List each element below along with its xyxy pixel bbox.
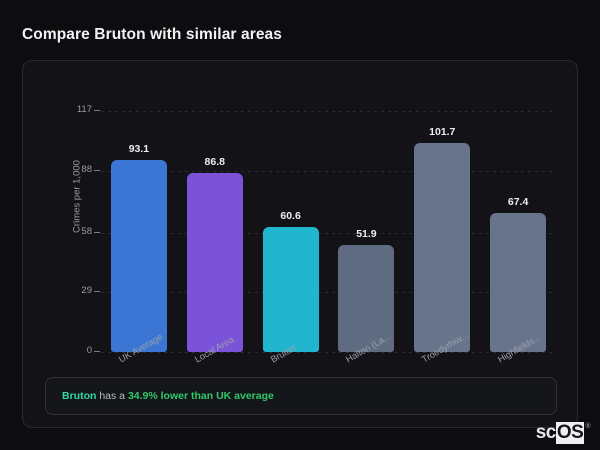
bar-value-label: 51.9 xyxy=(356,228,377,241)
bar-group[interactable]: 86.8 Local Area xyxy=(186,111,243,365)
watermark-registered-icon: ® xyxy=(585,423,590,430)
gridline xyxy=(101,232,556,234)
bar-value-label: 86.8 xyxy=(204,156,225,169)
bar-value-label: 93.1 xyxy=(128,143,150,156)
bar[interactable] xyxy=(490,213,547,352)
summary-comparison: 34.9% lower than UK average xyxy=(127,390,274,402)
y-tick-label: 29 xyxy=(81,285,92,297)
page-title: Compare Bruton with similar areas xyxy=(22,26,282,43)
plot-region: 0 29 58 88 117 93.1 UK Average 86.8 Local Area 6… xyxy=(77,104,556,365)
y-tick-label: 117 xyxy=(76,104,92,115)
chart-card: Crimes per 1,000 0 29 58 88 117 93.1 UK Avera… xyxy=(22,60,578,428)
bar-value-label: 67.4 xyxy=(507,196,529,209)
summary-callout: Bruton has a 34.9% lower than UK average xyxy=(45,377,557,415)
chart-area: Crimes per 1,000 0 29 58 88 117 93.1 UK Avera… xyxy=(23,61,579,365)
bar-value-label: 101.7 xyxy=(429,125,456,138)
bar[interactable] xyxy=(110,160,167,352)
summary-area-name: Bruton xyxy=(62,390,97,402)
watermark-highlight: OS xyxy=(555,422,585,444)
y-tick-label: 58 xyxy=(81,225,92,237)
gridline xyxy=(101,170,556,172)
gridline xyxy=(101,292,556,294)
y-tick-label: 0 xyxy=(86,345,92,356)
bar[interactable] xyxy=(414,142,471,352)
bar[interactable] xyxy=(262,227,319,352)
watermark-prefix: sc xyxy=(535,422,557,443)
tick-dash xyxy=(94,110,100,111)
tick-dash xyxy=(94,169,100,171)
y-tick-label: 88 xyxy=(81,163,92,175)
bar-value-label: 60.6 xyxy=(280,210,301,223)
bar-series: 93.1 UK Average 86.8 Local Area 60.6 Bruton 51… xyxy=(101,111,556,365)
bar[interactable] xyxy=(338,245,395,352)
tick-dash xyxy=(94,351,100,352)
summary-text: Bruton has a 34.9% lower than UK average xyxy=(62,390,274,402)
bar-group[interactable]: 93.1 UK Average xyxy=(110,111,167,365)
bar-group[interactable]: 60.6 Bruton xyxy=(262,111,319,365)
tick-dash xyxy=(94,291,100,293)
scos-watermark: sc OS ® xyxy=(536,422,590,444)
summary-connector: has a xyxy=(96,390,128,402)
gridline xyxy=(101,111,556,112)
bar-group[interactable]: 51.9 Halton (La... xyxy=(338,111,395,365)
bar[interactable] xyxy=(186,173,243,352)
gridline xyxy=(101,352,556,353)
bar-group[interactable]: 101.7 Troedyrhiw... xyxy=(414,111,471,365)
tick-dash xyxy=(94,231,100,233)
bar-group[interactable]: 67.4 Highfields... xyxy=(490,111,547,365)
y-axis-label: Crimes per 1,000 xyxy=(71,160,83,233)
